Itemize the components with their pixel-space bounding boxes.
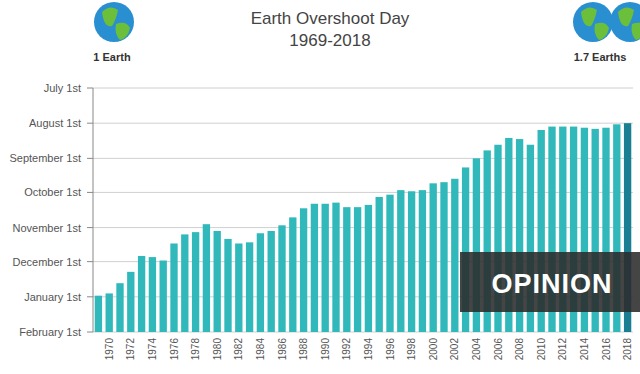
x-tick-label: 1992 (341, 338, 352, 361)
x-tick-label: 1996 (385, 338, 396, 361)
bar (246, 242, 253, 332)
x-tick-label: 2004 (471, 338, 482, 361)
y-tick-label: January 1st (24, 291, 81, 303)
y-tick-label: December 1st (13, 256, 81, 268)
bar (235, 243, 242, 332)
x-tick-label: 2016 (601, 338, 612, 361)
bar (451, 179, 458, 332)
x-tick-label: 1980 (212, 338, 223, 361)
tick-mark (87, 332, 93, 333)
bar (354, 207, 361, 332)
subtitle: 1969-2018 (289, 31, 370, 50)
bar (170, 243, 177, 332)
bar (127, 272, 134, 332)
y-tick-label: July 1st (44, 82, 81, 94)
x-tick-label: 2002 (449, 338, 460, 361)
x-tick-label: 1978 (190, 338, 201, 361)
x-tick-label: 1984 (255, 338, 266, 361)
annotation: 1 Earth (93, 51, 131, 63)
title: Earth Overshoot Day (251, 9, 410, 28)
x-tick-label: 2000 (428, 338, 439, 361)
x-tick-label: 2006 (493, 338, 504, 361)
y-tick-label: October 1st (24, 186, 81, 198)
grid (93, 88, 633, 332)
bar (430, 183, 437, 332)
bar (106, 293, 113, 332)
globe-icon (94, 2, 134, 42)
x-tick-label: 1974 (147, 338, 158, 361)
bar (376, 197, 383, 332)
bar (214, 231, 221, 332)
bar (160, 261, 167, 332)
bar (95, 296, 102, 332)
tick-mark (87, 227, 93, 228)
tick-mark (87, 192, 93, 193)
bar (224, 239, 231, 332)
y-axis (93, 88, 94, 332)
bar (408, 191, 415, 332)
annotation: 1.7 Earths (574, 51, 627, 63)
tick-mark (87, 158, 93, 159)
x-tick-label: 2018 (622, 338, 633, 361)
bar (311, 204, 318, 332)
y-tick-label: February 1st (19, 326, 81, 338)
tick-mark (87, 123, 93, 124)
bar (419, 190, 426, 332)
globe-land (618, 7, 634, 26)
globe-ocean (610, 2, 640, 42)
y-tick-label: September 1st (9, 152, 81, 164)
globe-land (102, 7, 118, 26)
tick-mark (87, 261, 93, 262)
bar (300, 208, 307, 332)
x-tick-label: 1986 (277, 338, 288, 361)
bar (332, 203, 339, 332)
globe-land (116, 23, 131, 40)
bar (386, 195, 393, 332)
bar (116, 283, 123, 332)
bar (278, 225, 285, 332)
chart: Earth Overshoot Day 1969-2018 1 Earth 1.7 E… (0, 0, 640, 374)
y-tick-label: November 1st (13, 222, 81, 234)
bar (203, 224, 210, 332)
bar (138, 256, 145, 332)
globe-land (595, 23, 610, 40)
x-tick-label: 1994 (363, 338, 374, 361)
globe-icon (610, 2, 640, 42)
bar (343, 207, 350, 332)
x-tick-label: 2012 (557, 338, 568, 361)
bar (192, 232, 199, 332)
bar (365, 205, 372, 332)
x-tick-label: 1990 (320, 338, 331, 361)
globe-ocean (573, 2, 613, 42)
grid-line (93, 123, 633, 124)
bar (181, 234, 188, 332)
x-tick-label: 2010 (536, 338, 547, 361)
bar (397, 190, 404, 332)
x-tick-label: 1976 (169, 338, 180, 361)
bar (149, 257, 156, 332)
grid-line (93, 88, 633, 89)
globe-ocean (94, 2, 134, 42)
bar (268, 231, 275, 332)
x-tick-label: 1998 (406, 338, 417, 361)
globe-icon (573, 2, 613, 42)
globe-land (632, 23, 640, 40)
x-tick-label: 1972 (125, 338, 136, 361)
tick-mark (87, 296, 93, 297)
bar (257, 233, 264, 332)
x-tick-label: 2008 (514, 338, 525, 361)
bar (289, 217, 296, 332)
tick-mark (87, 88, 93, 89)
bar (440, 182, 447, 332)
x-tick-label: 1988 (298, 338, 309, 361)
bar (322, 204, 329, 332)
x-tick-label: 1982 (233, 338, 244, 361)
x-tick-label: 2014 (579, 338, 590, 361)
y-tick-label: August 1st (29, 117, 81, 129)
x-tick-label: 1970 (104, 338, 115, 361)
globe-land (581, 7, 597, 26)
opinion-label: OPINION (491, 269, 612, 299)
opinion-box (460, 252, 640, 312)
